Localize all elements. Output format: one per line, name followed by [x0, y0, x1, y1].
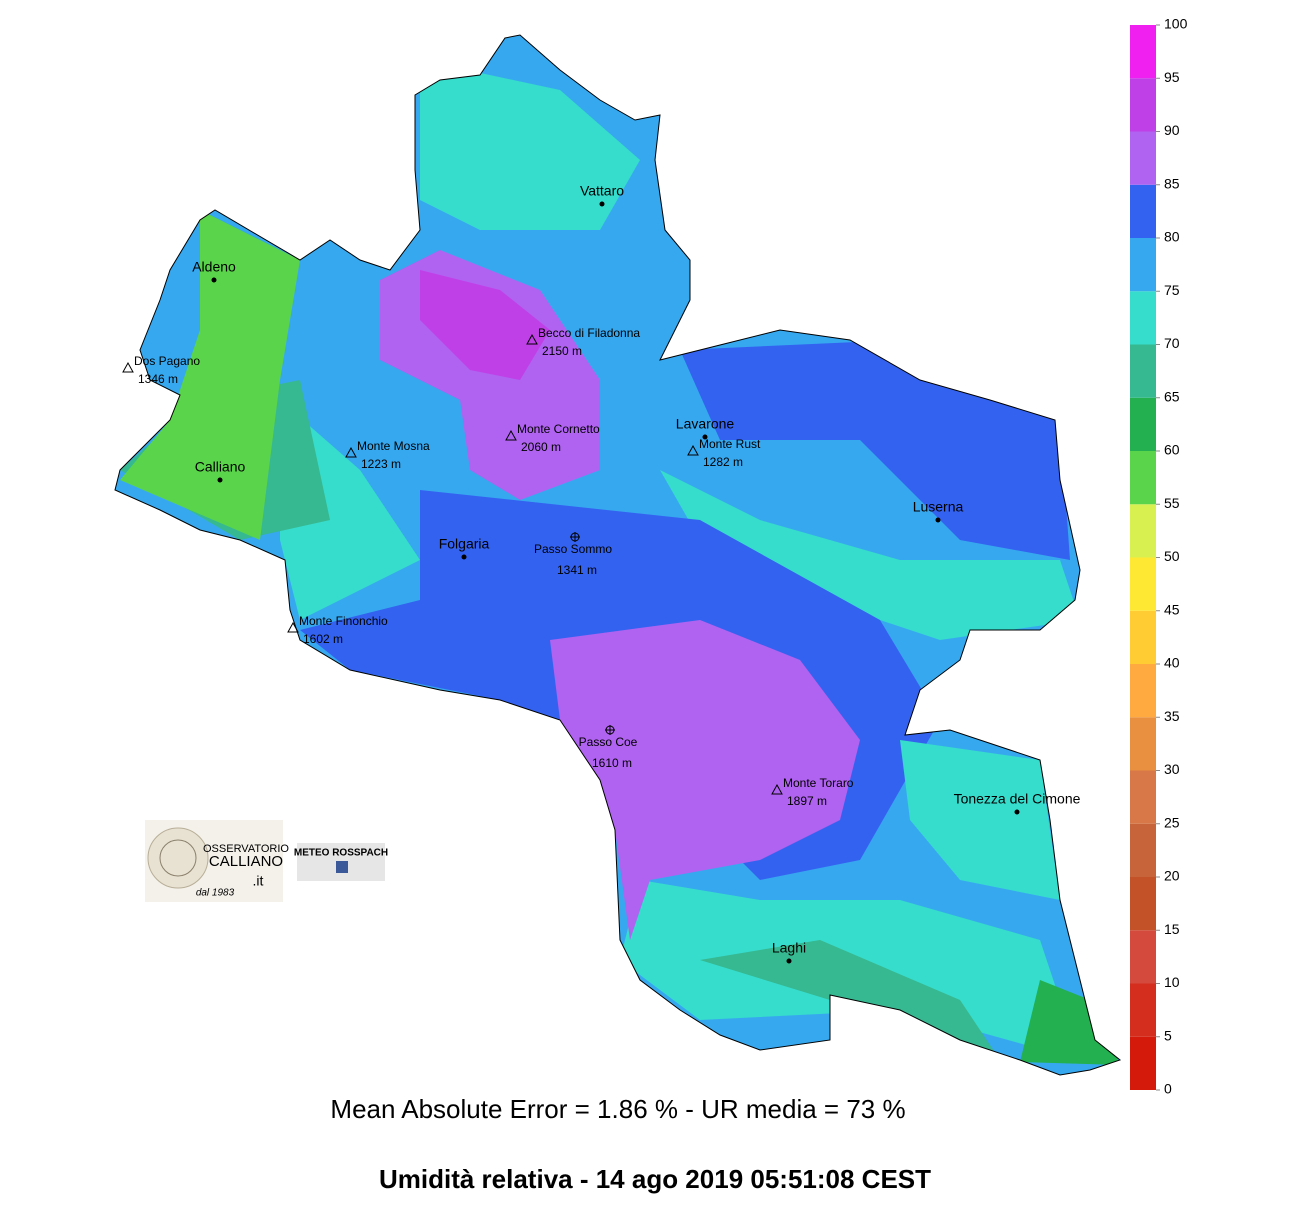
colorbar-segment [1130, 823, 1156, 877]
colorbar-tick-label: 10 [1164, 974, 1180, 990]
peak-name: Becco di Filadonna [538, 326, 640, 340]
logo-text: OSSERVATORIO [203, 843, 289, 855]
colorbar-segment [1130, 25, 1156, 79]
peak-marker [526, 333, 538, 345]
peak-name: Monte Rust [699, 437, 761, 451]
pass-marker [605, 725, 615, 735]
peak-name: Monte Cornetto [517, 422, 600, 436]
logo-observatory: OSSERVATORIO CALLIANO .it dal 1983 [145, 820, 289, 902]
colorbar-segment [1130, 504, 1156, 558]
peak-elevation: 2150 m [542, 344, 582, 358]
peak-marker [505, 429, 517, 441]
town-marker [786, 958, 792, 964]
colorbar-tick-label: 95 [1164, 69, 1180, 85]
peak-name: Monte Toraro [783, 776, 854, 790]
town-marker [702, 434, 708, 440]
colorbar-segment [1130, 610, 1156, 664]
peak-marker [345, 446, 357, 458]
peak-elevation: 1223 m [361, 457, 401, 471]
colorbar-tick-label: 35 [1164, 708, 1180, 724]
colorbar-tick-label: 85 [1164, 175, 1180, 191]
colorbar-segment [1130, 877, 1156, 931]
town-label: Aldeno [192, 259, 236, 275]
places: Vattaro Aldeno Calliano Folgaria Lavarone Lus… [122, 183, 1081, 964]
colorbar-tick-label: 55 [1164, 495, 1180, 511]
colorbar-segment [1130, 131, 1156, 185]
pass-marker [570, 532, 580, 542]
peak-marker [287, 621, 299, 633]
colorbar-segment [1130, 238, 1156, 292]
logo-text: CALLIANO [209, 853, 283, 870]
peak-marker [687, 444, 699, 456]
colorbar-tick-label: 40 [1164, 655, 1180, 671]
colorbar-segment [1130, 291, 1156, 345]
peak-name: Monte Mosna [357, 439, 430, 453]
town-marker [211, 277, 217, 283]
town-label: Tonezza del Cimone [954, 791, 1081, 807]
peak-name: Dos Pagano [134, 354, 200, 368]
colorbar-tick-label: 30 [1164, 761, 1180, 777]
title: Umidità relativa - 14 ago 2019 05:51:08 … [379, 1164, 931, 1194]
colorbar-tick-label: 25 [1164, 814, 1180, 830]
town-marker [599, 201, 605, 207]
colorbar-segment [1130, 1036, 1156, 1090]
peak-elevation: 1346 m [138, 372, 178, 386]
subtitle: Mean Absolute Error = 1.86 % - UR media … [330, 1094, 905, 1124]
colorbar-tick-label: 5 [1164, 1027, 1172, 1043]
pass-name: Passo Sommo [534, 542, 612, 556]
town-marker [217, 477, 223, 483]
colorbar-segment [1130, 184, 1156, 238]
peak-marker [122, 361, 134, 373]
colorbar-segment [1130, 717, 1156, 771]
town-label: Calliano [195, 459, 246, 475]
colorbar-tick-label: 75 [1164, 282, 1180, 298]
town-marker [1014, 809, 1020, 815]
town-marker [461, 554, 467, 560]
colorbar-segment [1130, 930, 1156, 984]
colorbar-segment [1130, 664, 1156, 718]
colorbar-segment [1130, 78, 1156, 132]
town-label: Laghi [772, 940, 806, 956]
colorbar-tick-label: 20 [1164, 868, 1180, 884]
colorbar-tick-label: 0 [1164, 1081, 1172, 1097]
logo-text: dal 1983 [196, 888, 235, 899]
colorbar-segment [1130, 983, 1156, 1037]
pass-elevation: 1610 m [592, 756, 632, 770]
colorbar-tick-label: 70 [1164, 335, 1180, 351]
pass-name: Passo Coe [579, 735, 638, 749]
colorbar-tick-label: 15 [1164, 921, 1180, 937]
peak-elevation: 2060 m [521, 440, 561, 454]
colorbar-segment [1130, 344, 1156, 398]
colorbar-tick-label: 80 [1164, 229, 1180, 245]
logo-text: .it [253, 873, 264, 889]
pass-elevation: 1341 m [557, 563, 597, 577]
town-label: Luserna [913, 499, 964, 515]
peak-elevation: 1897 m [787, 794, 827, 808]
colorbar-tick-label: 65 [1164, 388, 1180, 404]
colorbar-tick-label: 45 [1164, 601, 1180, 617]
colorbar-tick-label: 90 [1164, 122, 1180, 138]
town-label: Vattaro [580, 183, 624, 199]
colorbar-segment [1130, 557, 1156, 611]
colorbar-tick-label: 50 [1164, 548, 1180, 564]
peak-marker [771, 783, 783, 795]
colorbar-tick-label: 100 [1164, 16, 1188, 32]
colorbar-tick-label: 60 [1164, 442, 1180, 458]
town-label: Folgaria [439, 536, 490, 552]
logo-text: METEO ROSSPACH [294, 848, 388, 859]
colorbar-segment [1130, 451, 1156, 505]
peak-elevation: 1602 m [303, 632, 343, 646]
peak-elevation: 1282 m [703, 455, 743, 469]
peak-name: Monte Finonchio [299, 614, 388, 628]
town-label: Lavarone [676, 416, 735, 432]
logo-meteo: METEO ROSSPACH [294, 843, 388, 881]
colorbar-segment [1130, 770, 1156, 824]
colorbar: 0 5 10 15 20 25 30 35 40 45 50 55 60 65 70 75 80 85 90 95 10… [1130, 16, 1188, 1097]
colorbar-segment [1130, 397, 1156, 451]
town-marker [935, 517, 941, 523]
